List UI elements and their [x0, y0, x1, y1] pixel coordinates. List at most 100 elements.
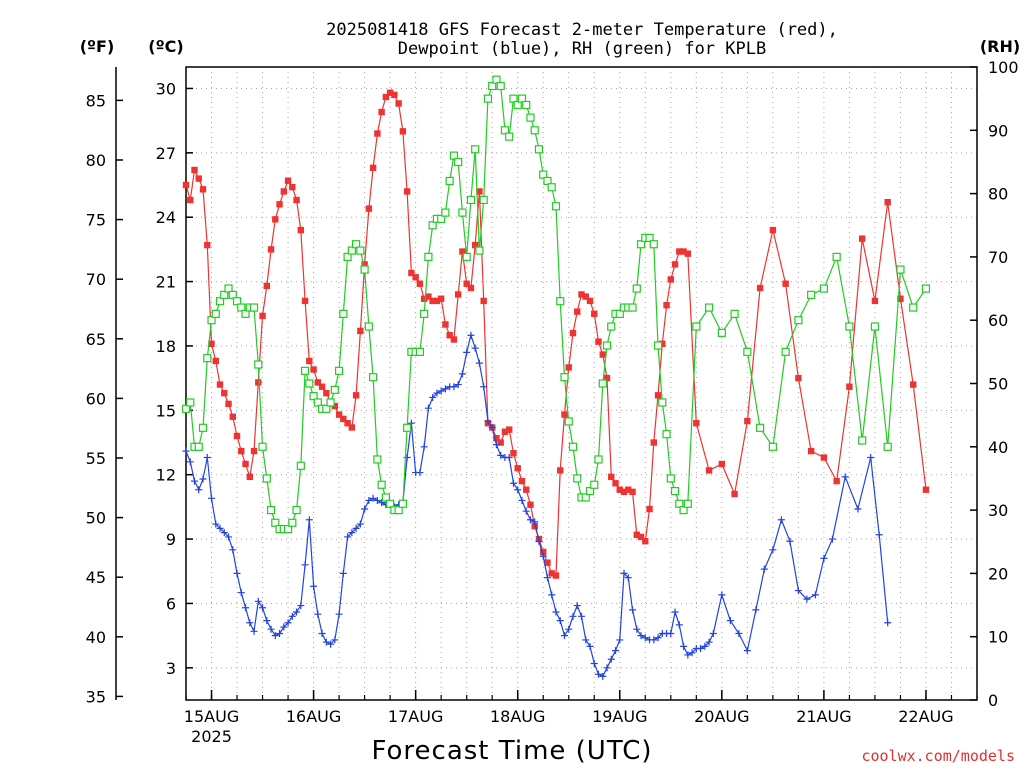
- source-credit: coolwx.com/models: [861, 747, 1015, 765]
- data-point: [607, 322, 616, 331]
- data-point: [658, 398, 667, 407]
- data-point: [744, 417, 751, 425]
- data-point: [705, 467, 713, 474]
- data-point: [684, 250, 692, 257]
- data-point: [386, 499, 395, 508]
- data-series: [181, 75, 931, 680]
- data-point: [203, 354, 212, 363]
- data-point: [467, 284, 475, 292]
- data-point: [454, 381, 462, 389]
- data-point: [679, 506, 688, 515]
- rh-tick-label: 30: [988, 501, 1008, 520]
- data-point: [795, 374, 802, 382]
- data-point: [420, 309, 429, 318]
- data-point: [560, 632, 568, 640]
- data-point: [650, 636, 658, 644]
- data-point: [769, 226, 777, 234]
- data-point: [297, 226, 305, 234]
- data-point: [288, 612, 296, 620]
- data-point: [543, 574, 551, 582]
- data-point: [182, 447, 190, 455]
- data-point: [412, 274, 419, 281]
- data-point: [378, 499, 386, 507]
- data-point: [530, 126, 539, 135]
- data-point: [854, 505, 862, 513]
- data-point: [225, 533, 233, 541]
- data-point: [442, 321, 449, 328]
- data-point: [255, 379, 262, 386]
- data-point: [391, 91, 398, 99]
- data-point: [208, 494, 216, 502]
- celsius-tick-label: 27: [156, 144, 176, 163]
- data-point: [352, 524, 360, 532]
- data-point: [459, 248, 466, 255]
- celsius-tick-label: 21: [156, 273, 176, 292]
- data-point: [306, 357, 313, 365]
- data-point: [782, 280, 789, 287]
- data-point: [458, 370, 466, 378]
- series-line: [185, 78, 927, 530]
- data-point: [565, 364, 572, 371]
- data-point: [408, 269, 415, 277]
- data-point: [250, 627, 258, 635]
- rh-tick-label: 0: [988, 691, 998, 710]
- data-point: [415, 347, 424, 356]
- data-point: [327, 640, 335, 648]
- x-tick-label: 19AUG: [592, 707, 647, 726]
- data-point: [361, 505, 369, 513]
- data-point: [276, 201, 283, 208]
- data-point: [620, 488, 628, 496]
- data-point: [794, 316, 803, 325]
- data-point: [646, 505, 653, 513]
- data-point: [564, 417, 573, 426]
- data-point: [625, 486, 632, 493]
- data-point: [267, 246, 275, 253]
- data-point: [246, 473, 253, 481]
- data-point: [585, 487, 595, 496]
- rh-tick-label: 80: [988, 185, 1008, 204]
- data-point: [556, 617, 564, 625]
- data-point: [557, 467, 564, 474]
- data-point: [505, 454, 513, 462]
- data-point: [476, 188, 483, 195]
- data-point: [671, 608, 679, 616]
- data-point: [709, 629, 717, 637]
- data-point: [663, 301, 670, 309]
- data-point: [701, 642, 709, 650]
- data-point: [194, 442, 203, 451]
- data-point: [718, 460, 726, 468]
- data-point: [612, 647, 620, 655]
- data-point: [615, 309, 624, 318]
- data-point: [314, 379, 322, 386]
- rh-tick-label: 20: [988, 564, 1008, 583]
- data-point: [803, 595, 811, 603]
- data-point: [335, 411, 343, 418]
- data-point: [441, 208, 450, 217]
- data-point: [212, 357, 219, 365]
- data-point: [437, 387, 445, 395]
- data-point: [276, 629, 284, 637]
- fahrenheit-tick-label: 80: [86, 151, 106, 170]
- data-point: [590, 480, 599, 489]
- data-point: [271, 632, 279, 640]
- data-point: [666, 474, 675, 483]
- data-point: [581, 493, 590, 502]
- data-point: [331, 402, 339, 410]
- data-point: [395, 100, 402, 107]
- data-point: [352, 240, 361, 249]
- data-point: [437, 214, 446, 224]
- rh-tick-label: 40: [988, 438, 1008, 457]
- data-point: [433, 389, 441, 397]
- data-point: [441, 385, 449, 393]
- data-point: [547, 183, 556, 192]
- fahrenheit-tick-label: 35: [86, 687, 106, 706]
- data-point: [369, 373, 378, 382]
- data-point: [756, 423, 765, 432]
- data-point: [590, 660, 598, 668]
- data-point: [220, 290, 229, 299]
- data-point: [910, 381, 917, 388]
- data-point: [407, 419, 415, 427]
- data-point: [310, 366, 317, 373]
- data-point: [560, 373, 569, 382]
- celsius-tick-label: 12: [156, 466, 176, 485]
